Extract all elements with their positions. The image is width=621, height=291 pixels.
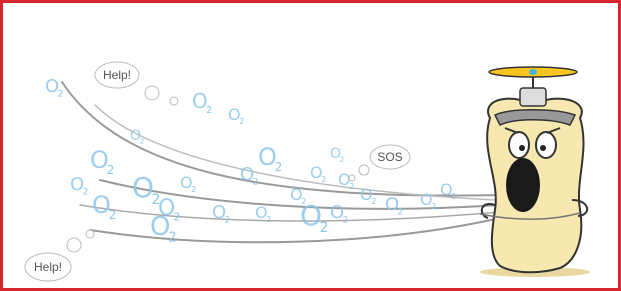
oxygen-subscript: 2 [320,220,329,236]
bubble-text: Help! [103,68,131,82]
illustration: O2O2O2O2O2O2O2O2O2O2O2O2O2O2O2O2O2O2O2O2… [0,0,621,291]
oxygen-subscript: 2 [173,211,180,224]
oxygen-subscript: 2 [371,197,376,206]
oxygen-subscript: 2 [349,182,354,191]
oxygen-subscript: 2 [109,208,117,222]
oxygen-subscript: 2 [168,231,176,246]
oxygen-subscript: 2 [431,202,436,211]
oxygen-subscript: 2 [343,216,349,226]
oxygen-subscript: 2 [398,208,404,218]
bubble-text: Help! [34,260,62,274]
oxygen-subscript: 2 [83,188,89,198]
oxygen-subscript: 2 [266,215,271,224]
oxygen-subscript: 2 [225,216,231,226]
oxygen-subscript: 2 [340,156,344,164]
oxygen-subscript: 2 [275,160,283,174]
oxygen-subscript: 2 [140,138,144,146]
oxygen-subscript: 2 [253,178,259,188]
oxygen-subscript: 2 [451,192,456,201]
oxygen-subscript: 2 [239,117,244,126]
oxygen-subscript: 2 [191,185,196,194]
bubble-text: SOS [377,150,402,164]
oxygen-subscript: 2 [321,175,326,184]
oxygen-subscript: 2 [206,105,212,116]
oxygen-subscript: 2 [58,90,64,100]
oxygen-subscript: 2 [107,163,115,177]
